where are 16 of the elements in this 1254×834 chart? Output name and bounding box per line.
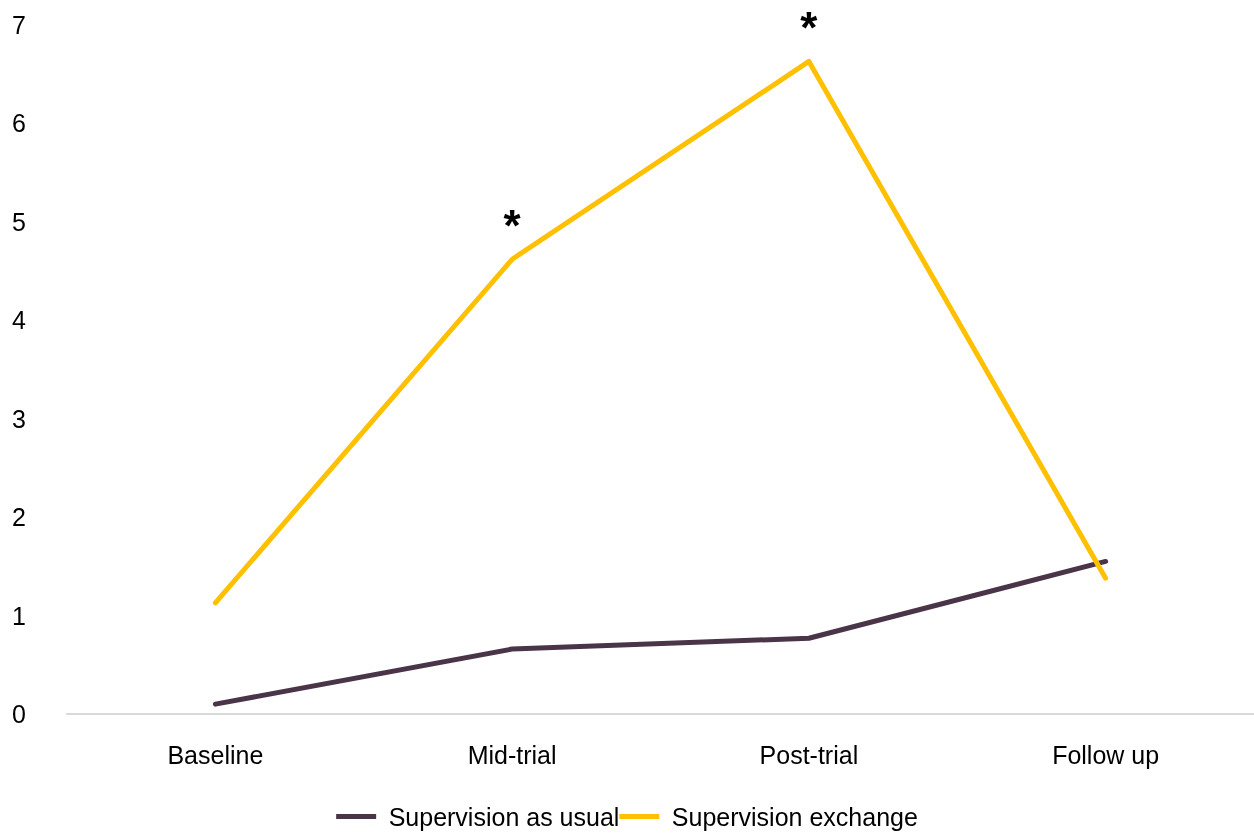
y-tick-label: 2 bbox=[12, 503, 26, 532]
x-tick-label: Mid-trial bbox=[467, 740, 557, 769]
y-tick-label: 1 bbox=[12, 601, 26, 630]
y-tick-label: 4 bbox=[12, 306, 26, 335]
x-tick-label: Follow up bbox=[1052, 740, 1160, 769]
legend-label: Supervision exchange bbox=[671, 802, 918, 831]
y-tick-label: 6 bbox=[12, 109, 26, 138]
x-tick-label: Baseline bbox=[167, 740, 264, 769]
y-tick-label: 0 bbox=[12, 700, 26, 728]
annotation: * bbox=[503, 200, 522, 250]
y-tick-label: 7 bbox=[12, 11, 26, 39]
y-tick-label: 3 bbox=[12, 404, 26, 433]
y-tick-label: 5 bbox=[12, 207, 26, 236]
legend-label: Supervision as usual bbox=[388, 802, 620, 831]
x-tick-label: Post-trial bbox=[759, 740, 859, 769]
annotation: * bbox=[800, 2, 819, 52]
